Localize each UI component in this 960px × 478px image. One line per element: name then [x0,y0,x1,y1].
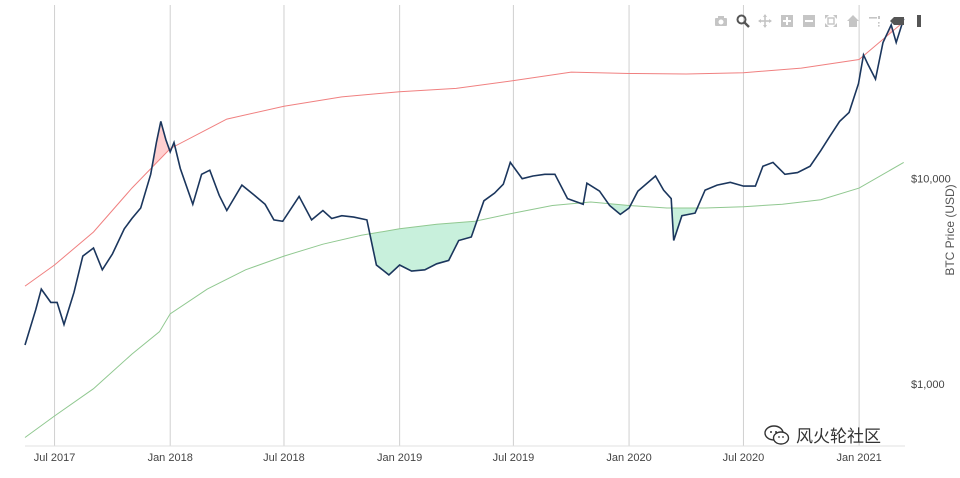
below-band-fill [370,202,698,275]
x-tick-label: Jul 2018 [263,452,305,464]
zoom-out-icon[interactable] [800,12,818,30]
camera-icon[interactable] [712,12,730,30]
lower-band-line [24,161,904,438]
y-tick-labels: $1,000 $10,000 [911,174,951,391]
pan-icon[interactable] [756,12,774,30]
x-tick-label: Jan 2019 [377,452,422,464]
x-tick-label: Jan 2020 [606,452,651,464]
x-tick-label: Jul 2017 [34,452,76,464]
x-tick-label: Jan 2018 [148,452,193,464]
y-tick-label: $1,000 [911,379,945,391]
reset-axes-icon[interactable] [844,12,862,30]
grid-lines [54,5,860,446]
y-axis-title: BTC Price (USD) [943,184,957,275]
chat-bubble-icon [764,424,790,445]
upper-band-line [24,21,905,287]
hover-closest-icon[interactable] [888,12,906,30]
watermark-text: 风火轮社区 [796,427,881,447]
price-line [24,18,905,346]
hover-compare-icon[interactable] [910,12,928,30]
y-tick-label: $10,000 [911,174,951,186]
zoom-in-icon[interactable] [778,12,796,30]
autoscale-icon[interactable] [822,12,840,30]
x-tick-label: Jul 2019 [493,452,535,464]
x-tick-labels: Jul 2017 Jan 2018 Jul 2018 Jan 2019 Jul 2019… [34,452,882,464]
spike-lines-icon[interactable] [866,12,884,30]
zoom-icon[interactable] [734,12,752,30]
x-tick-label: Jan 2021 [836,452,881,464]
watermark: 风火轮社区 [764,422,881,447]
modebar-toolbar [712,12,928,30]
x-tick-label: Jul 2020 [723,452,765,464]
